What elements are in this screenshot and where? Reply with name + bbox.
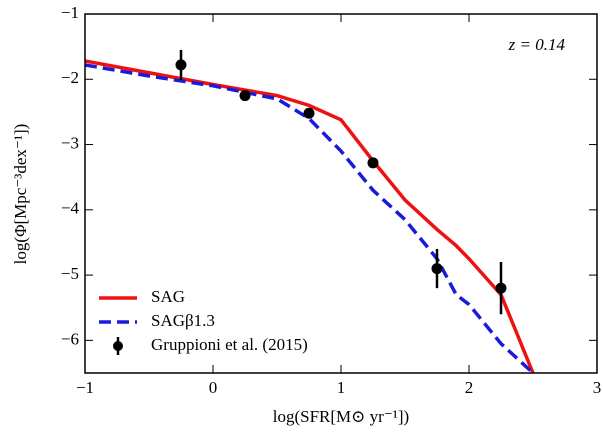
y-tick-label: −5	[61, 264, 79, 283]
x-tick-label: 3	[593, 378, 602, 397]
data-point	[175, 59, 187, 71]
legend-swatch	[113, 341, 123, 351]
data-point	[431, 263, 443, 275]
x-axis-label: log(SFR[M⊙ yr⁻¹])	[273, 407, 409, 426]
line-series	[85, 63, 535, 373]
plot-frame	[84, 13, 598, 374]
data-point	[239, 90, 251, 102]
x-tick-label: 2	[465, 378, 474, 397]
data-point	[495, 282, 507, 294]
y-tick-label: −2	[61, 68, 79, 87]
data-point	[303, 107, 315, 119]
x-tick-label: 1	[337, 378, 346, 397]
legend-label: SAGβ1.3	[151, 311, 215, 330]
y-axis-label: log(Φ[Mpc⁻³dex⁻¹])	[11, 124, 30, 265]
legend-label: SAG	[151, 287, 185, 306]
legend-label: Gruppioni et al. (2015)	[151, 335, 308, 354]
y-tick-label: −6	[61, 329, 79, 348]
x-tick-label: −1	[76, 378, 94, 397]
x-tick-label: 0	[209, 378, 218, 397]
y-tick-label: −3	[61, 133, 79, 152]
data-point	[367, 157, 379, 169]
y-tick-label: −1	[61, 3, 79, 22]
annotation: z = 0.14	[508, 35, 566, 54]
y-tick-label: −4	[61, 199, 80, 218]
